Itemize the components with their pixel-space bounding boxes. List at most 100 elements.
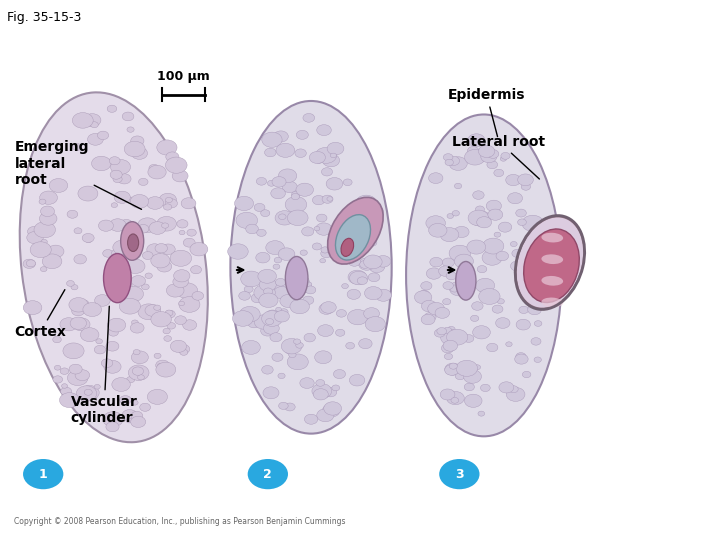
Circle shape (157, 217, 176, 231)
Circle shape (67, 210, 78, 218)
Circle shape (276, 307, 282, 312)
Circle shape (475, 278, 495, 293)
Circle shape (349, 271, 368, 285)
Circle shape (82, 233, 94, 242)
Circle shape (365, 316, 385, 332)
Circle shape (447, 156, 459, 166)
Circle shape (322, 195, 333, 203)
Circle shape (262, 132, 282, 147)
Circle shape (468, 210, 489, 226)
Circle shape (293, 280, 311, 293)
Circle shape (40, 206, 55, 217)
Circle shape (426, 216, 446, 231)
Circle shape (464, 383, 474, 391)
Circle shape (158, 363, 163, 368)
Circle shape (487, 343, 498, 352)
Circle shape (145, 305, 161, 316)
Text: Epidermis: Epidermis (448, 87, 526, 137)
Circle shape (321, 247, 329, 253)
Circle shape (278, 248, 295, 260)
Circle shape (131, 136, 144, 146)
Circle shape (122, 112, 134, 121)
Circle shape (321, 168, 333, 176)
Circle shape (312, 243, 322, 250)
Circle shape (109, 157, 120, 165)
Circle shape (494, 169, 504, 177)
Circle shape (278, 373, 285, 379)
Circle shape (40, 267, 47, 272)
Circle shape (145, 273, 153, 279)
Ellipse shape (285, 256, 308, 300)
Circle shape (440, 389, 455, 400)
Circle shape (446, 272, 456, 280)
Circle shape (368, 273, 380, 282)
Circle shape (364, 205, 384, 219)
Circle shape (302, 227, 314, 236)
Circle shape (449, 157, 467, 171)
Circle shape (271, 188, 285, 199)
Circle shape (243, 273, 257, 284)
Circle shape (173, 276, 189, 288)
Ellipse shape (516, 217, 584, 309)
Ellipse shape (523, 229, 580, 302)
Circle shape (280, 294, 297, 308)
Circle shape (60, 318, 78, 331)
Circle shape (445, 159, 454, 166)
Circle shape (333, 369, 346, 379)
Circle shape (479, 288, 500, 305)
Circle shape (312, 383, 332, 399)
Circle shape (343, 179, 352, 186)
Circle shape (78, 186, 98, 201)
Circle shape (477, 217, 492, 228)
Circle shape (282, 181, 297, 193)
Circle shape (81, 328, 99, 342)
Circle shape (106, 341, 119, 351)
Circle shape (304, 333, 315, 342)
Circle shape (122, 409, 138, 421)
Circle shape (228, 244, 248, 259)
Circle shape (287, 210, 308, 226)
Circle shape (192, 292, 204, 300)
Circle shape (155, 226, 162, 232)
Circle shape (473, 191, 484, 199)
Circle shape (519, 306, 528, 314)
Circle shape (254, 204, 265, 212)
Circle shape (472, 302, 483, 310)
Circle shape (127, 127, 134, 132)
Circle shape (357, 277, 367, 285)
Circle shape (439, 459, 480, 489)
Circle shape (261, 210, 270, 217)
Circle shape (55, 366, 60, 370)
Circle shape (179, 296, 200, 312)
Text: Emerging
lateral
root: Emerging lateral root (14, 140, 142, 210)
Ellipse shape (127, 234, 139, 252)
Circle shape (444, 327, 452, 334)
Circle shape (512, 249, 523, 258)
Circle shape (236, 212, 258, 228)
Circle shape (300, 250, 307, 255)
Circle shape (446, 329, 468, 345)
Text: Lateral root: Lateral root (452, 134, 545, 179)
Circle shape (128, 197, 134, 201)
Circle shape (70, 317, 86, 329)
Circle shape (274, 131, 288, 142)
Circle shape (471, 315, 479, 321)
Circle shape (305, 286, 316, 294)
Ellipse shape (328, 197, 383, 264)
Circle shape (84, 389, 92, 395)
Circle shape (428, 302, 444, 315)
Circle shape (53, 376, 63, 383)
Circle shape (360, 260, 370, 268)
Circle shape (435, 307, 449, 319)
Circle shape (233, 310, 253, 326)
Circle shape (184, 238, 195, 247)
Circle shape (127, 376, 135, 383)
Circle shape (40, 191, 58, 204)
Circle shape (450, 345, 456, 349)
Circle shape (509, 386, 518, 393)
Circle shape (258, 269, 276, 284)
Circle shape (305, 414, 318, 424)
Circle shape (123, 286, 143, 302)
Circle shape (138, 375, 145, 380)
Circle shape (88, 133, 103, 145)
